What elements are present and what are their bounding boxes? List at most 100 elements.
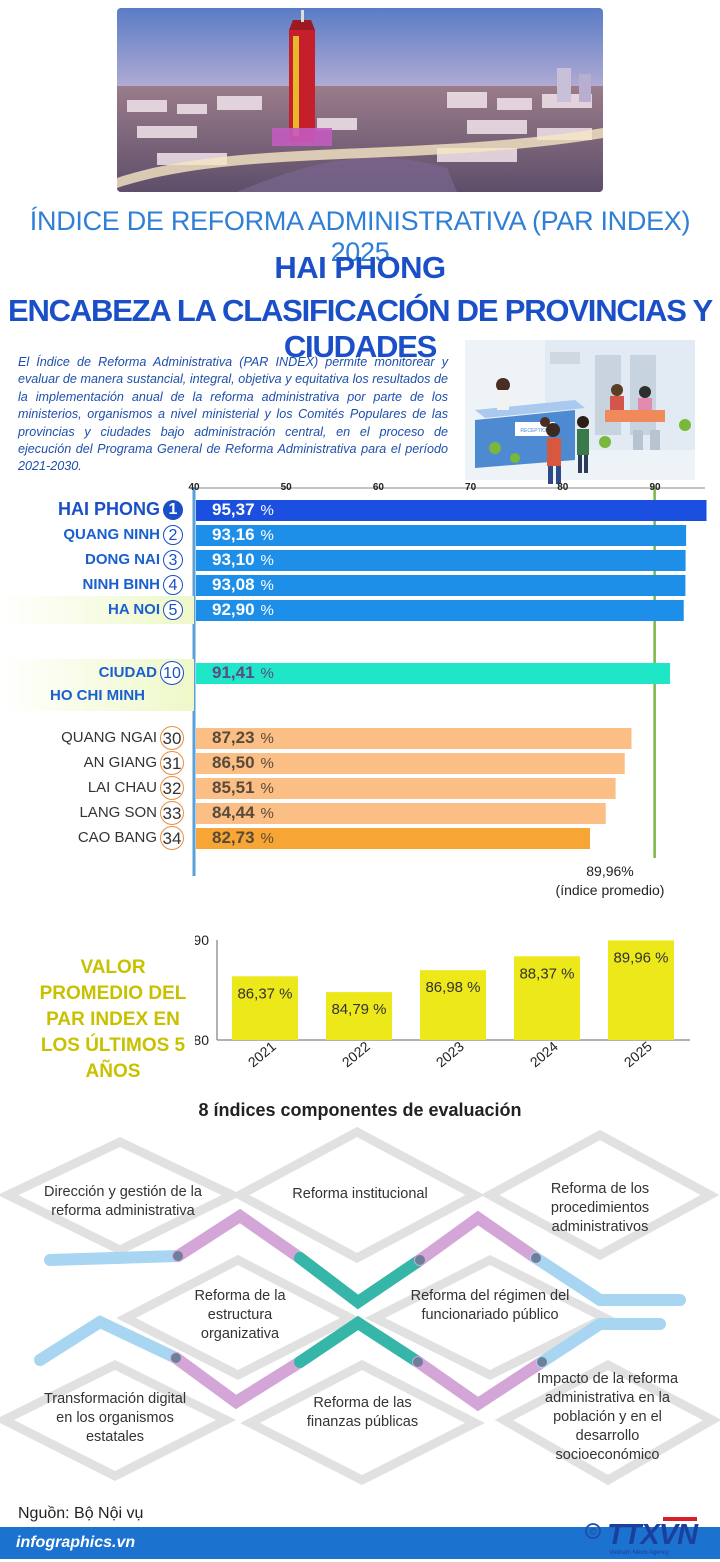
province-name: HA NOI [108, 601, 160, 618]
bar-value: 84,44 [212, 803, 255, 822]
average-label: (índice promedio) [555, 882, 665, 898]
bar-value-label: 93,08% [212, 575, 274, 595]
x-category-label: 2022 [339, 1038, 373, 1070]
province-name: NINH BINH [82, 576, 161, 593]
y-tick-label: 90 [195, 932, 209, 948]
average-bar-chart: 80 90 86,37 % 2021 84,79 % 2022 86,98 % 2023 88,… [195, 932, 690, 1070]
copyright-symbol: © [589, 1527, 597, 1538]
bar-value-label: 88,37 % [519, 965, 574, 982]
reception-sign: RECEPTION [520, 428, 550, 434]
rank-number: 31 [160, 751, 184, 775]
bar-an-giang [196, 753, 625, 774]
province-name: CAO BANG [77, 829, 157, 846]
diamond-3 [480, 1129, 720, 1261]
bar-cao-bang [196, 828, 590, 849]
bar-value-label: 93,16% [212, 525, 274, 545]
average-note: 89,96% (índice promedio) [540, 862, 680, 900]
bar-unit: % [260, 552, 274, 569]
province-name: LANG SON [79, 804, 157, 821]
province-name: QUANG NINH [63, 526, 160, 543]
avg-chart-title: VALOR PROMEDIO DEL PAR INDEX EN LOS ÚLTI… [39, 957, 187, 1082]
components-diagram [0, 1126, 720, 1486]
bar-value-label: 95,37% [212, 500, 274, 520]
bar-lang-son [196, 803, 606, 824]
diamond-8 [494, 1359, 720, 1486]
x-category-label: 2021 [245, 1038, 279, 1070]
province-name: CIUDAD [98, 664, 157, 681]
component-3: Reforma de los procedimientos administra… [550, 1181, 650, 1235]
bar-hai-phong [196, 500, 707, 521]
diamond-2 [230, 1126, 485, 1264]
y-tick-label: 80 [195, 1032, 209, 1048]
bar-unit: % [260, 527, 274, 544]
bar-unit: % [260, 805, 274, 822]
bar-value-label: 86,50% [212, 753, 274, 773]
bar-quang-ninh [196, 525, 687, 546]
rank-number: 4 [163, 575, 183, 595]
rank-number: 10 [160, 661, 184, 685]
bar-value-label: 85,51% [212, 778, 274, 798]
x-tick-label: 70 [465, 482, 477, 493]
ranking-bar-chart [192, 487, 707, 876]
row-highlight [0, 596, 194, 624]
diamond-6 [0, 1359, 237, 1482]
bar-unit: % [260, 665, 274, 682]
component-2: Reforma institucional [292, 1186, 428, 1202]
diamond-5 [364, 1254, 616, 1381]
province-name: DONG NAI [85, 551, 160, 568]
hero-city-image [117, 8, 603, 192]
component-8: Impacto de la reforma administrativa en … [536, 1371, 679, 1463]
intro-paragraph: El Índice de Reforma Administrativa (PAR… [18, 355, 448, 474]
ttxvn-logo-text: TTXVN [607, 1519, 699, 1551]
bar-unit: % [260, 755, 274, 772]
rank-number: 3 [163, 550, 183, 570]
province-name: HAI PHONG [57, 499, 160, 519]
bar-value-label: 91,41% [212, 663, 274, 683]
province-name: QUANG NGAI [61, 729, 157, 746]
x-tick-label: 80 [557, 482, 569, 493]
rank-number: 33 [160, 801, 184, 825]
bar-unit: % [260, 602, 274, 619]
bar-value-label: 89,96 % [613, 949, 668, 966]
bar-year-2025 [608, 940, 674, 1040]
bar-lai-chau [196, 778, 616, 799]
bar-unit: % [260, 577, 274, 594]
component-7: Reforma de las finanzas públicas [306, 1395, 419, 1430]
province-name: AN GIANG [83, 754, 157, 771]
bar-ciudad [196, 663, 671, 684]
bar-value-label: 87,23% [212, 728, 274, 748]
component-6: Transformación digital en los organismos… [43, 1391, 187, 1445]
x-tick-label: 60 [372, 482, 384, 493]
bar-value-label: 82,73% [212, 828, 274, 848]
bar-year-2024 [514, 956, 580, 1040]
bar-year-2023 [420, 970, 486, 1040]
rank-number: 5 [163, 600, 183, 620]
bar-value: 93,16 [212, 525, 255, 544]
rank-number: 32 [160, 776, 184, 800]
bar-ninh-binh [196, 575, 686, 596]
bar-value-label: 86,98 % [425, 979, 480, 996]
bar-dong-nai [196, 550, 686, 571]
components-title: 8 índices componentes de evaluación [198, 1100, 522, 1120]
bar-value: 86,50 [212, 753, 255, 772]
province-name-line2: HO CHI MINH [50, 687, 145, 704]
x-tick-label: 50 [280, 482, 292, 493]
component-5: Reforma del régimen del funcionariado pú… [410, 1288, 570, 1323]
footer-site[interactable]: infographics.vn [16, 1534, 136, 1551]
province-name: LAI CHAU [87, 779, 157, 796]
bar-value: 85,51 [212, 778, 255, 797]
ttxvn-logo: © TTXVN Vietnam News Agency [585, 1515, 710, 1557]
page-title: HAI PHONG [274, 250, 446, 285]
bar-value-label: 92,90% [212, 600, 274, 620]
bar-quang-ngai [196, 728, 632, 749]
rank-number: 30 [160, 726, 184, 750]
component-4: Reforma de la estructura organizativa [194, 1288, 286, 1342]
bar-value: 93,08 [212, 575, 255, 594]
bar-unit: % [260, 830, 274, 847]
bar-unit: % [260, 502, 274, 519]
bar-unit: % [260, 730, 274, 747]
bar-year-2021 [232, 976, 298, 1040]
bar-ha-noi [196, 600, 684, 621]
x-tick-label: 90 [649, 482, 661, 493]
bar-value: 91,41 [212, 663, 255, 682]
